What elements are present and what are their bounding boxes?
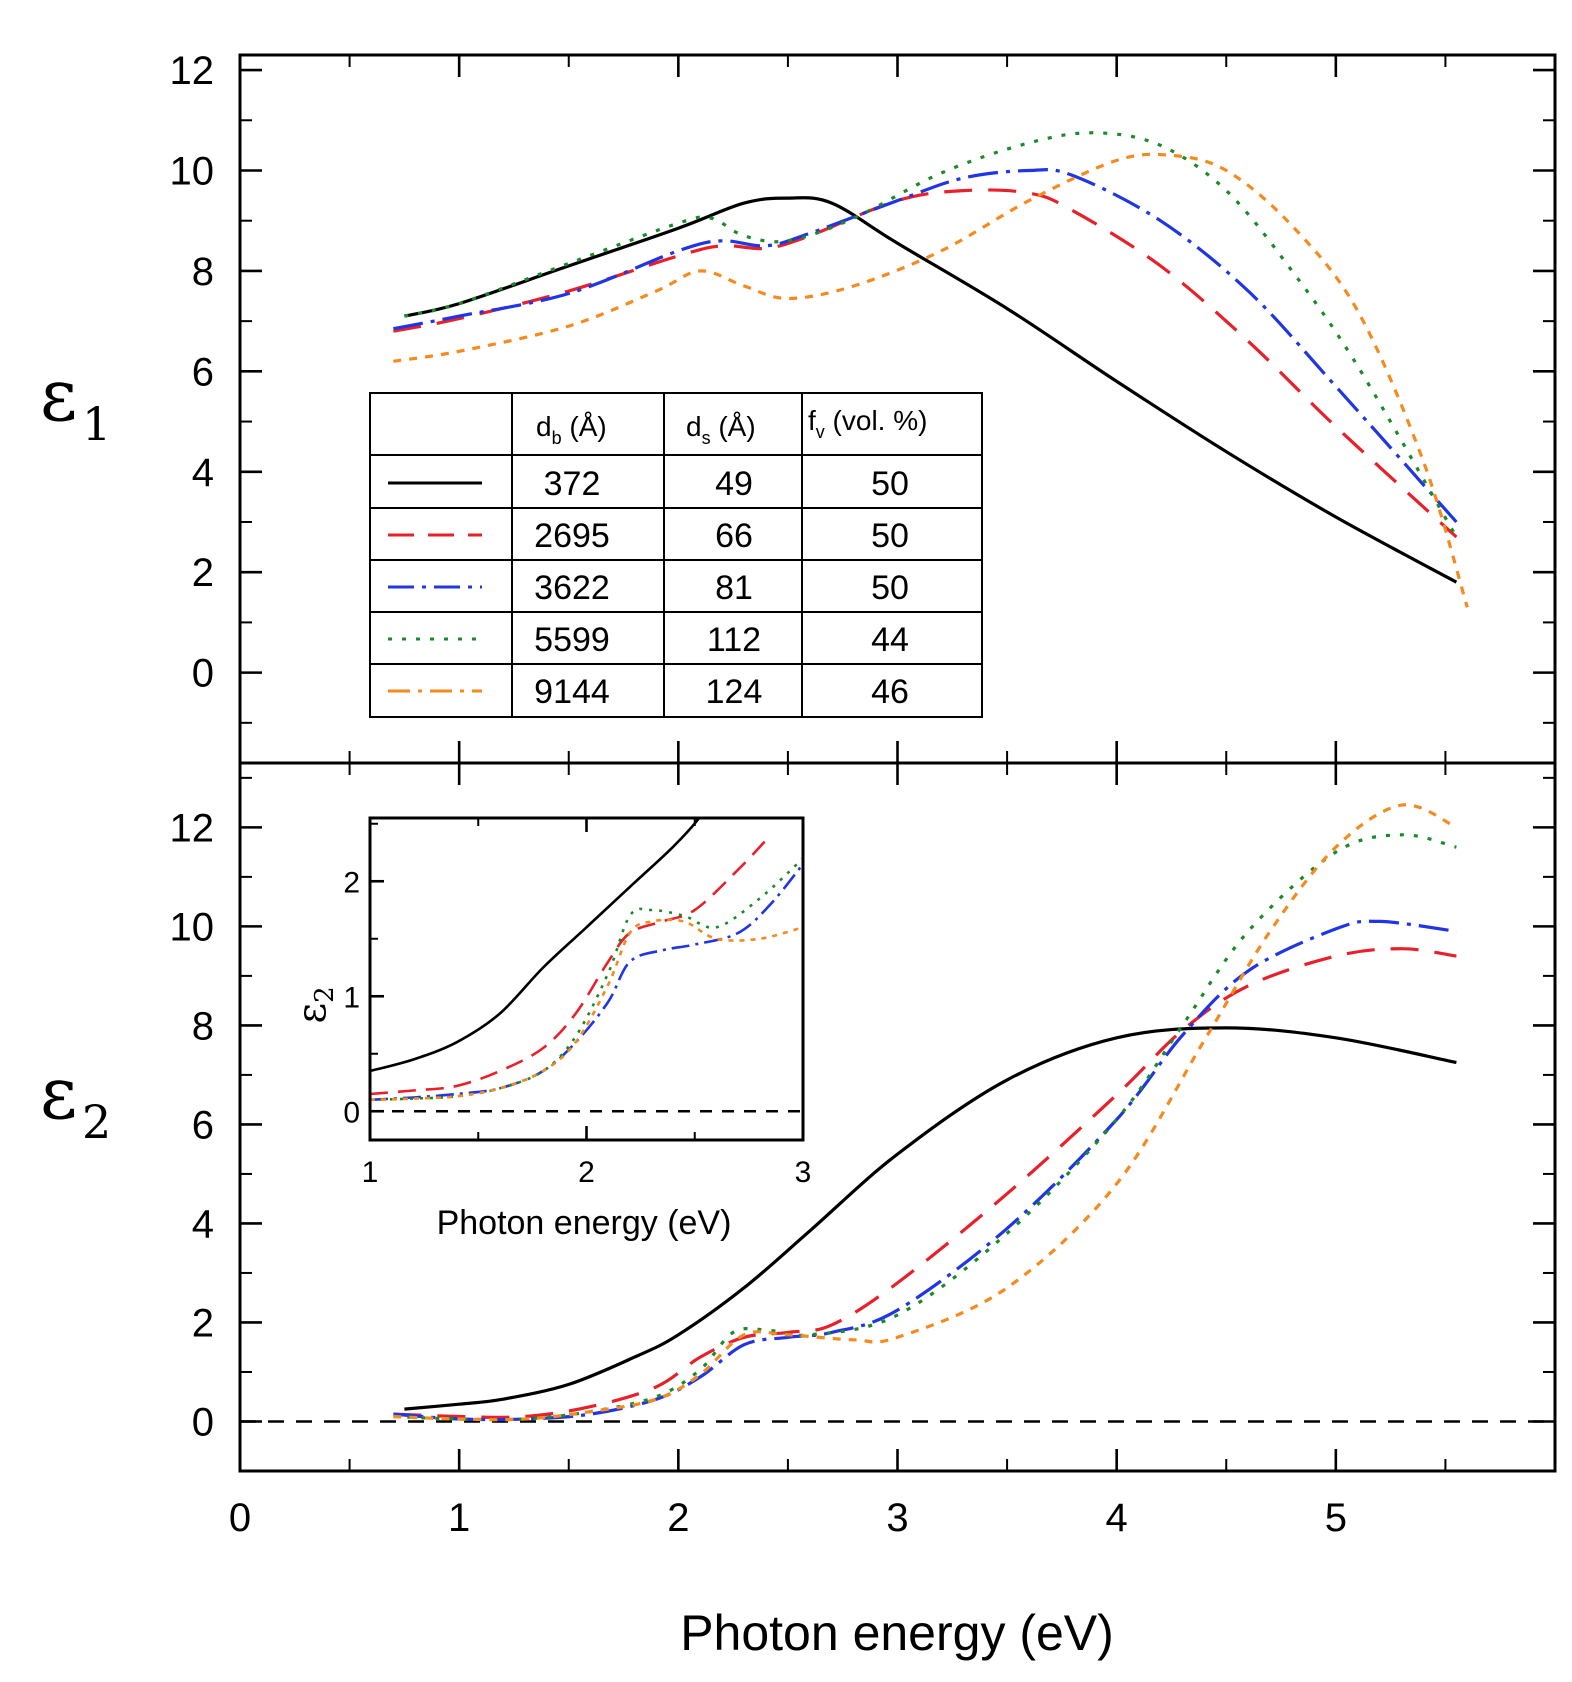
eps2-ytick-label: 2 (192, 1301, 214, 1345)
inset-series-2695 (370, 834, 772, 1096)
eps1-series-9144 (393, 152, 1469, 608)
legend-header-db: db (Å) (536, 411, 607, 448)
epsilon2-series (240, 803, 1555, 1423)
inset-ytick-label: 1 (343, 981, 360, 1014)
eps2-ytick-label: 8 (192, 1004, 214, 1048)
eps2-xtick-label: 2 (667, 1496, 689, 1540)
legend-row-3-fv: 50 (871, 569, 909, 607)
inset-x-axis-title: Photon energy (eV) (437, 1204, 732, 1242)
eps2-xtick-label: 5 (1325, 1496, 1347, 1540)
inset-xtick-label: 3 (795, 1156, 812, 1189)
legend-header-ds: ds (Å) (686, 411, 756, 448)
eps2-series-2695 (393, 947, 1457, 1419)
inset-ytick-label: 0 (343, 1096, 360, 1129)
eps2-ytick-label: 0 (192, 1400, 214, 1444)
eps2-series-372 (404, 1026, 1457, 1411)
x-axis-title: Photon energy (eV) (680, 1605, 1114, 1661)
legend-row-1-fv: 50 (871, 465, 909, 503)
eps1-series-372 (404, 196, 1458, 584)
legend-row-1-ds: 49 (715, 465, 753, 503)
legend-table: db (Å) ds (Å) fv (vol. %) 372 49 50 2695… (369, 392, 983, 718)
inset-xtick-label: 2 (578, 1156, 595, 1189)
epsilon2-axis-subscript: 2 (82, 1095, 111, 1149)
epsilon2-axis-title: ε (40, 1051, 77, 1135)
inset-xtick-label: 1 (362, 1156, 379, 1189)
legend-row-5-fv: 46 (871, 673, 909, 711)
eps2-ytick-label: 6 (192, 1103, 214, 1147)
epsilon1-axis-title: ε (40, 353, 77, 437)
eps1-ytick-label: 8 (192, 250, 214, 294)
inset-series-5599 (370, 857, 803, 1102)
eps1-ytick-label: 0 (192, 652, 214, 696)
eps1-series-2695 (393, 188, 1458, 539)
eps2-ytick-label: 10 (170, 905, 215, 949)
inset-series-372 (370, 818, 701, 1073)
legend-row-2-ds: 66 (715, 517, 753, 555)
inset-series-9144 (370, 918, 803, 1102)
eps2-xtick-label: 4 (1106, 1496, 1128, 1540)
eps1-ytick-label: 10 (170, 149, 215, 193)
epsilon1-axis-subscript: 1 (82, 397, 111, 451)
eps1-ytick-label: 12 (170, 49, 215, 93)
legend-row-5-db: 9144 (534, 673, 610, 711)
eps2-xtick-label: 0 (229, 1496, 251, 1540)
legend-row-2-fv: 50 (871, 517, 909, 555)
legend-row-4-db: 5599 (534, 621, 610, 659)
inset-series-3622 (370, 863, 803, 1102)
legend-row-4-fv: 44 (871, 621, 909, 659)
eps2-xtick-label: 1 (448, 1496, 470, 1540)
eps2-xtick-label: 3 (886, 1496, 908, 1540)
epsilon1-series (393, 131, 1469, 608)
eps1-ytick-label: 4 (192, 451, 214, 495)
inset-ytick-label: 2 (343, 866, 360, 899)
legend-row-1-db: 372 (544, 465, 601, 503)
legend-header-fv: fv (vol. %) (808, 405, 927, 442)
legend-row-4-ds: 112 (707, 621, 761, 659)
inset-series (370, 818, 803, 1113)
eps1-ytick-label: 2 (192, 551, 214, 595)
legend-row-3-db: 3622 (534, 569, 610, 607)
legend-row-2-db: 2695 (534, 517, 610, 555)
inset-axis-title: ε2 (289, 986, 340, 1023)
eps2-ytick-label: 12 (170, 806, 215, 850)
eps1-ytick-label: 6 (192, 350, 214, 394)
eps2-ytick-label: 4 (192, 1202, 214, 1246)
legend-row-5-ds: 124 (706, 673, 763, 711)
legend-row-3-ds: 81 (715, 569, 753, 607)
eps1-series-3622 (393, 168, 1458, 524)
